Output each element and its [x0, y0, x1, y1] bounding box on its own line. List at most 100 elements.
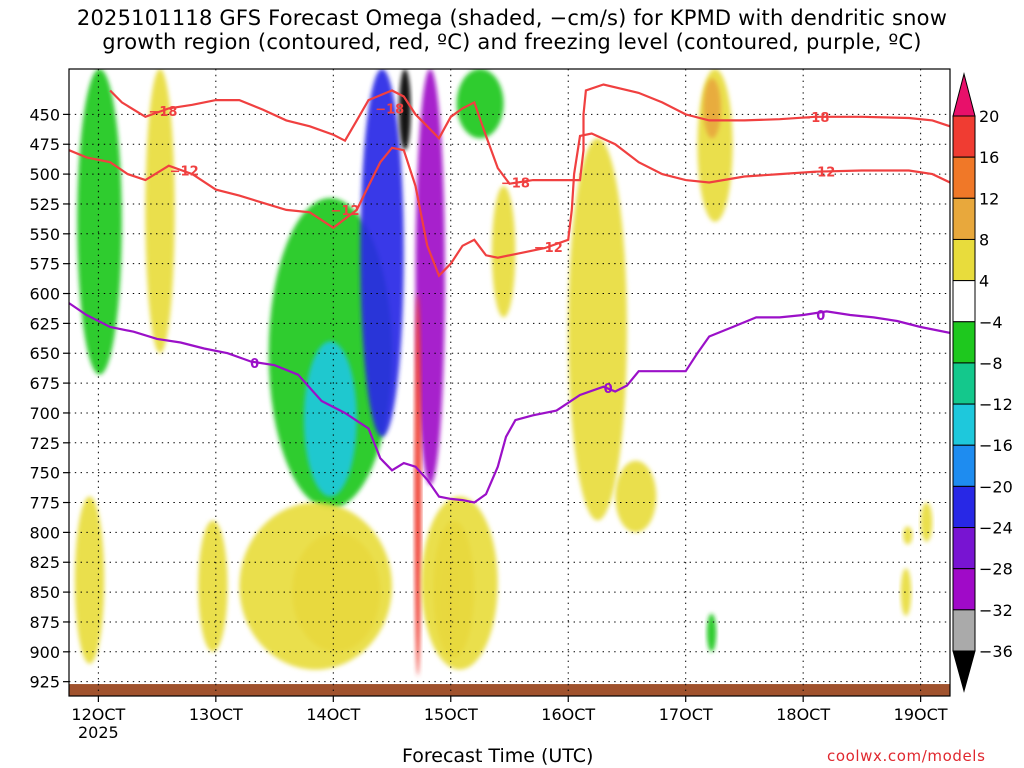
y-tick-label-675: 675 — [29, 374, 60, 393]
colorbar-top-arrow — [952, 72, 976, 117]
terrain-layer — [69, 684, 950, 696]
shade-teal-core — [303, 341, 357, 497]
chart-title: 2025101118 GFS Forecast Omega (shaded, −… — [0, 6, 1024, 54]
y-tick-label-850: 850 — [29, 583, 60, 602]
x-tick-label-19OCT: 19OCT — [894, 705, 948, 724]
shade-yellow-far-right-2 — [920, 502, 933, 542]
isotherm-minus-12-label-1: −12 — [331, 204, 360, 219]
grid-layer — [69, 69, 950, 696]
y-tick-label-875: 875 — [29, 613, 60, 632]
y-tick-label-500: 500 — [29, 165, 60, 184]
y-tick-label-700: 700 — [29, 404, 60, 423]
shade-green-upper-right — [456, 69, 504, 139]
colorbar-label-11: −28 — [979, 560, 1013, 579]
x-tick-label-13OCT: 13OCT — [189, 705, 243, 724]
shade-blue-column-main — [360, 69, 404, 437]
colorbar-label-13: −36 — [979, 642, 1013, 661]
isotherm-minus-18-label-2: −18 — [501, 176, 530, 191]
shade-yellow-far-right-3 — [903, 526, 913, 545]
colorbar: 20 16 12 8 4 −4 −8 −12 −16 −20 −24 −28 −32 −36 — [952, 72, 1013, 693]
y-tick-label-525: 525 — [29, 195, 60, 214]
isotherm-minus-18-label-1: −18 — [375, 102, 404, 117]
freezing-level-0-label-1: 0 — [604, 382, 613, 397]
x-axis-title: Forecast Time (UTC) — [402, 745, 594, 767]
shade-yellow-plume — [568, 138, 627, 521]
x-tick-label-18OCT: 18OCT — [776, 705, 830, 724]
shade-purple-column — [415, 69, 445, 485]
colorbar-segment-1 — [952, 156, 976, 199]
colorbar-segment-12 — [952, 609, 976, 652]
colorbar-label-8: −16 — [979, 436, 1013, 455]
shade-black-core — [399, 69, 411, 151]
y-tick-label-650: 650 — [29, 344, 60, 363]
shade-yellow-right-column — [491, 186, 516, 318]
colorbar-label-4: 4 — [979, 272, 989, 291]
x-tick-label-16OCT: 16OCT — [541, 705, 595, 724]
colorbar-segment-10 — [952, 527, 976, 570]
shade-early-yellow-low — [74, 496, 105, 664]
colorbar-label-7: −12 — [979, 395, 1013, 414]
colorbar-segment-9 — [952, 485, 976, 529]
y-tick-label-575: 575 — [29, 255, 60, 274]
colorbar-label-2: 12 — [979, 189, 999, 208]
y-axis: 450 475 500 525 550 575 600 625 650 675 700 725 750 7… — [29, 105, 69, 692]
y-tick-label-925: 925 — [29, 673, 60, 692]
x-tick-label-17OCT: 17OCT — [659, 705, 713, 724]
y-tick-label-750: 750 — [29, 464, 60, 483]
y-tick-label-625: 625 — [29, 314, 60, 333]
colorbar-segment-8 — [952, 444, 976, 487]
shade-mid-yellow-low — [198, 520, 228, 652]
colorbar-segment-2 — [952, 197, 976, 240]
isotherm-minus-18-label-3: −18 — [800, 111, 829, 126]
omega-shading-layer — [74, 69, 933, 676]
colorbar-segment-11 — [952, 568, 976, 611]
y-tick-label-450: 450 — [29, 105, 60, 124]
shade-yellow-low-2 — [421, 496, 498, 670]
colorbar-segment-4 — [952, 280, 976, 323]
colorbar-bottom-arrow — [952, 650, 976, 693]
shade-early-green-column — [77, 69, 122, 375]
colorbar-label-6: −8 — [979, 354, 1003, 373]
shade-red-strip — [414, 293, 422, 676]
shade-green-small — [706, 613, 717, 652]
colorbar-label-3: 8 — [979, 230, 989, 249]
freezing-level-0-label-2: 0 — [816, 309, 825, 324]
freezing-level-0-line — [69, 302, 950, 504]
y-tick-label-475: 475 — [29, 135, 60, 154]
y-tick-label-725: 725 — [29, 434, 60, 453]
credit-link[interactable]: coolwx.com/models — [827, 747, 986, 765]
isotherm-minus-12-label-0: −12 — [170, 165, 199, 180]
isotherm-minus-12-label-2: −12 — [534, 241, 563, 256]
colorbar-label-5: −4 — [979, 313, 1003, 332]
shade-orange-top-right — [703, 78, 721, 139]
y-tick-label-800: 800 — [29, 523, 60, 542]
colorbar-segment-7 — [952, 403, 976, 446]
isotherm-minus-18-label-0: −18 — [148, 105, 177, 120]
isotherm-minus-18-line — [109, 83, 950, 185]
x-tick-sublabel-12OCT: 2025 — [78, 723, 119, 742]
isotherm-minus-12-label-3: −12 — [806, 166, 835, 181]
colorbar-segment-3 — [952, 238, 976, 282]
colorbar-label-1: 16 — [979, 148, 999, 167]
y-tick-label-600: 600 — [29, 285, 60, 304]
y-tick-label-550: 550 — [29, 225, 60, 244]
freezing-level-0-label-0: 0 — [250, 357, 259, 372]
terrain-band — [69, 684, 950, 696]
colorbar-label-10: −24 — [979, 519, 1013, 538]
x-tick-label-14OCT: 14OCT — [306, 705, 360, 724]
colorbar-label-0: 20 — [979, 107, 999, 126]
colorbar-label-12: −32 — [979, 601, 1013, 620]
colorbar-segment-5 — [952, 321, 976, 364]
shade-yellow-low-wide — [239, 502, 393, 670]
y-tick-label-900: 900 — [29, 643, 60, 662]
title-line-2: growth region (contoured, red, ºC) and f… — [102, 30, 922, 54]
colorbar-label-9: −20 — [979, 477, 1013, 496]
shade-yellow-low-3 — [615, 460, 657, 533]
title-line-1: 2025101118 GFS Forecast Omega (shaded, −… — [76, 6, 948, 30]
contour-layer: −18 −18 −18 −18 −12 −12 −12 −12 0 0 0 — [69, 83, 950, 504]
x-tick-label-12OCT: 12OCT — [71, 705, 125, 724]
isotherm-minus-12-line — [69, 132, 950, 278]
shade-left-yellow-column — [145, 69, 175, 354]
